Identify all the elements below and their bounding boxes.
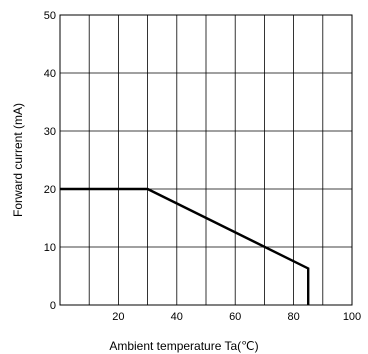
x-tick-label: 80 xyxy=(287,311,299,323)
y-tick-label: 40 xyxy=(44,68,56,80)
plot-frame xyxy=(59,14,353,306)
x-tick-label: 20 xyxy=(112,311,124,323)
series-line xyxy=(60,187,310,305)
y-tick-label: 0 xyxy=(50,300,56,312)
y-tick-label: 30 xyxy=(44,126,56,138)
x-tick-labels: 20 40 60 80 100 xyxy=(112,311,361,323)
grid xyxy=(60,15,352,305)
y-tick-labels: 0 10 20 30 40 50 xyxy=(44,10,56,312)
y-tick-label: 10 xyxy=(44,242,56,254)
y-tick-label: 50 xyxy=(44,10,56,22)
x-tick-label: 40 xyxy=(171,311,183,323)
x-axis-title: Ambient temperature Ta(℃) xyxy=(109,339,258,353)
y-tick-label: 20 xyxy=(44,184,56,196)
series-layer xyxy=(60,187,310,305)
x-tick-label: 100 xyxy=(343,311,361,323)
x-tick-label: 60 xyxy=(229,311,241,323)
y-axis-title: Forward current (mA) xyxy=(11,103,25,217)
